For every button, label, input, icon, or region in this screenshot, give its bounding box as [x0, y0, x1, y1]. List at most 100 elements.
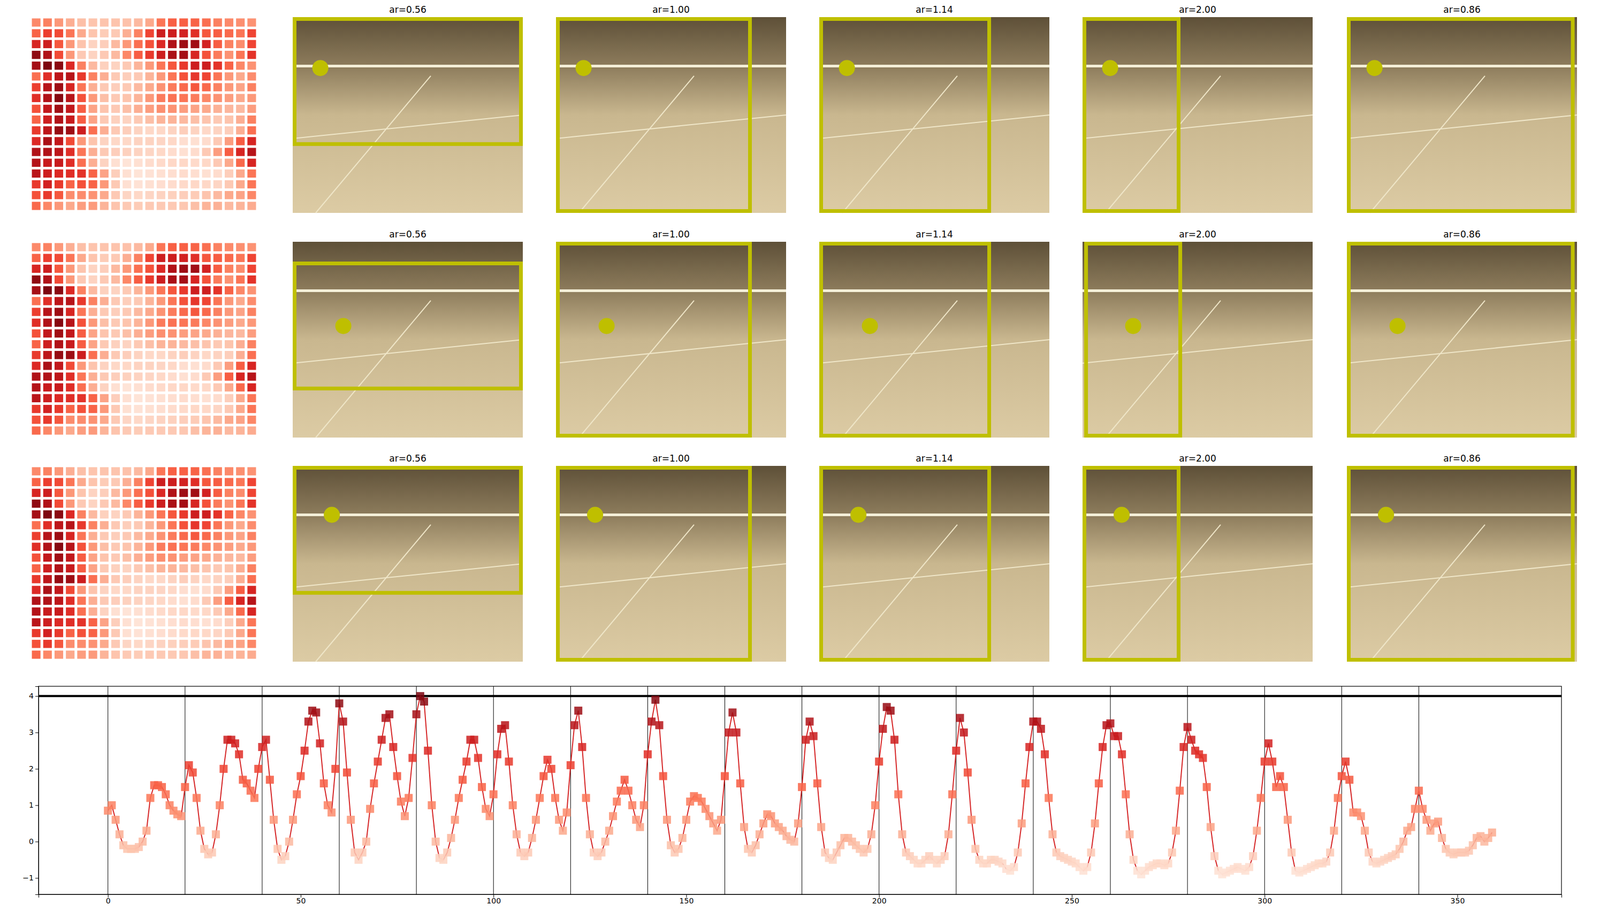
- marker: [177, 812, 186, 821]
- heatmap-cell: [54, 115, 64, 124]
- heatmap-cell: [65, 264, 75, 273]
- heatmap-cell: [122, 531, 132, 540]
- tick-label: 4: [28, 691, 34, 701]
- heatmap-cell: [111, 510, 120, 519]
- marker: [508, 801, 517, 810]
- heatmap-cell: [54, 275, 64, 284]
- heatmap-cell: [224, 286, 234, 295]
- heatmap-cell: [43, 415, 52, 424]
- heatmap-cell: [168, 415, 177, 424]
- heatmap-cell: [100, 18, 109, 27]
- heatmap-cell: [133, 564, 143, 573]
- heatmap-cell: [43, 650, 52, 659]
- court-line: [292, 115, 523, 139]
- heatmap-cell: [77, 61, 86, 70]
- heatmap-cell: [190, 564, 200, 573]
- marker: [142, 826, 151, 835]
- heatmap-cell: [168, 254, 177, 263]
- heatmap-cell: [133, 242, 143, 251]
- heatmap-cell: [111, 147, 120, 156]
- plot-area: [38, 686, 1562, 895]
- heatmap-cell: [133, 180, 143, 189]
- heatmap-cell: [54, 361, 64, 370]
- heatmap-cell: [111, 264, 120, 273]
- heatmap-cell: [54, 94, 64, 103]
- marker: [1245, 863, 1254, 872]
- tick: 0: [105, 894, 111, 906]
- heatmap-cell: [179, 640, 188, 649]
- heatmap-cell: [235, 351, 245, 360]
- heatmap-cell: [168, 201, 177, 210]
- heatmap-cell: [100, 426, 109, 435]
- heatmap-cell: [168, 499, 177, 508]
- panel-title: ar=1.00: [652, 453, 690, 464]
- marker: [1329, 826, 1338, 835]
- heatmap-cell: [156, 94, 166, 103]
- heatmap-cell: [88, 361, 98, 370]
- heatmap-cell: [133, 136, 143, 146]
- heatmap-cell: [133, 415, 143, 424]
- heatmap-cell: [145, 104, 155, 113]
- heatmap-cell: [145, 50, 155, 59]
- heatmap-cell: [156, 629, 166, 638]
- heatmap-cell: [122, 543, 132, 552]
- net: [1082, 289, 1313, 293]
- heatmap-cell: [77, 415, 86, 424]
- marker: [582, 794, 591, 803]
- heatmap-cell: [133, 521, 143, 530]
- tick: 200: [872, 894, 887, 906]
- tick-mark: [35, 696, 39, 697]
- heatmap-cell: [224, 629, 234, 638]
- heatmap-cell: [156, 383, 166, 392]
- heatmap-cell: [179, 478, 188, 487]
- marker: [713, 826, 722, 835]
- heatmap-cell: [224, 318, 234, 327]
- marker: [836, 841, 845, 850]
- heatmap-cell: [54, 521, 64, 530]
- heatmap-cell: [145, 286, 155, 295]
- heatmap-cell: [190, 521, 200, 530]
- heatmap-cell: [88, 307, 98, 316]
- heatmap-cell: [32, 318, 41, 327]
- marker: [828, 856, 837, 865]
- heatmap-cell: [247, 329, 256, 338]
- heatmap-cell: [100, 296, 109, 306]
- reference-line: [1187, 686, 1188, 895]
- heatmap-cell: [133, 361, 143, 370]
- marker: [304, 717, 313, 726]
- tick: 1: [28, 801, 39, 810]
- heatmap-cell: [156, 650, 166, 659]
- heatmap-cell: [111, 618, 120, 627]
- heatmap-cell: [43, 242, 52, 251]
- heatmap-cell: [224, 499, 234, 508]
- heatmap-cell: [179, 553, 188, 562]
- marker: [1256, 794, 1266, 803]
- marker: [1164, 859, 1173, 868]
- heatmap-cell: [213, 426, 223, 435]
- heatmap-cell: [43, 296, 52, 306]
- heatmap-cell: [54, 467, 64, 476]
- heatmap-cell: [235, 650, 245, 659]
- heatmap-cell: [111, 115, 120, 124]
- tick-label: 3: [28, 728, 34, 737]
- photo: [555, 241, 787, 438]
- panel-title: ar=0.56: [389, 4, 427, 15]
- court-line: [1346, 115, 1577, 139]
- heatmap-cell: [77, 607, 86, 616]
- heatmap-cell: [32, 405, 41, 414]
- heatmap-cell: [145, 158, 155, 167]
- photo: [1082, 466, 1313, 662]
- heatmap-cell: [32, 531, 41, 540]
- heatmap-cell: [179, 383, 188, 392]
- heatmap-cell: [156, 499, 166, 508]
- heatmap-cell: [88, 254, 98, 263]
- heatmap-cell: [156, 543, 166, 552]
- heatmap-cell: [88, 147, 98, 156]
- heatmap-cell: [111, 180, 120, 189]
- heatmap-cell: [145, 553, 155, 562]
- heatmap-cell: [247, 307, 256, 316]
- heatmap-cell: [179, 351, 188, 360]
- heatmap-cell: [88, 136, 98, 146]
- heatmap-cell: [179, 136, 188, 146]
- marker: [631, 816, 640, 825]
